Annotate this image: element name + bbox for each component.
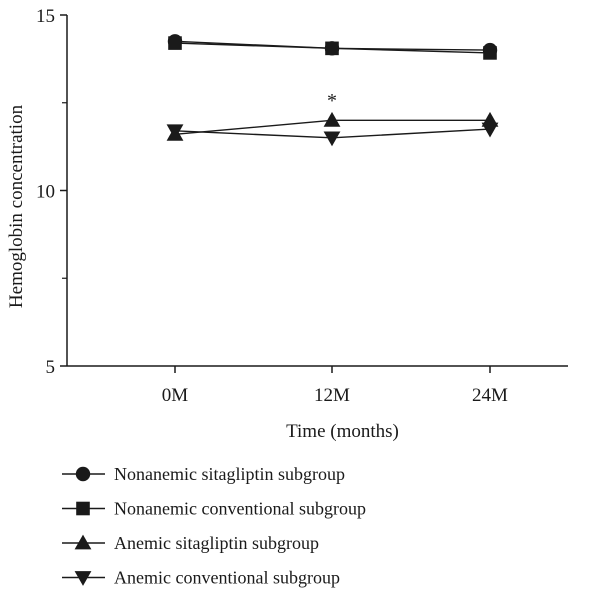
y-tick-label: 15 — [36, 6, 55, 27]
legend-label: Anemic sitagliptin subgroup — [114, 533, 319, 553]
axes: 5 10 15 0M 12M 24M Time (months) Hemoglobin con… — [6, 6, 568, 442]
x-tick-label: 12M — [314, 385, 350, 406]
data-point — [323, 131, 341, 147]
x-tick-label: 24M — [472, 385, 508, 406]
series-markers — [166, 34, 499, 147]
legend-marker-circle — [75, 466, 91, 482]
annotations: * — [327, 90, 337, 112]
data-point — [168, 36, 182, 50]
legend-label: Nonanemic sitagliptin subgroup — [114, 464, 345, 484]
data-point — [323, 111, 341, 127]
data-point — [325, 41, 339, 56]
legend-marker-triangle-down — [74, 571, 92, 586]
legend-label: Anemic conventional subgroup — [114, 568, 340, 588]
x-tick-label: 0M — [162, 385, 189, 406]
legend-label: Nonanemic conventional subgroup — [114, 499, 366, 519]
y-axis-title: Hemoglobin concentration — [6, 104, 27, 308]
data-point — [166, 124, 184, 140]
data-point — [483, 46, 497, 60]
legend: Nonanemic sitagliptin subgroup Nonanemic … — [62, 464, 366, 588]
y-tick-label: 5 — [46, 357, 56, 378]
y-tick-label: 10 — [36, 182, 55, 203]
data-point — [481, 122, 499, 138]
legend-marker-triangle-up — [74, 534, 92, 550]
x-axis-title: Time (months) — [286, 421, 399, 442]
legend-marker-square — [76, 501, 90, 516]
significance-marker: * — [327, 90, 337, 112]
